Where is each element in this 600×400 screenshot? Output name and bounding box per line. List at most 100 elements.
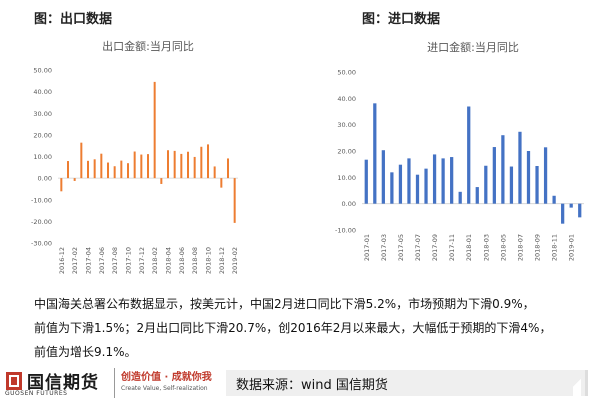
bar-2018-09 [200,146,203,179]
bar-2018-02 [475,187,479,204]
x-tick-label: 2016-12 [58,247,66,274]
bar-2018-07 [518,131,522,204]
x-tick-label: 2018-07 [516,234,524,261]
bar-2017-01 [67,161,69,179]
bar-2016-12 [60,178,63,192]
x-tick-label: 2018-10 [205,247,213,274]
y-tick-label: -10.00 [335,227,356,235]
bar-2018-04 [492,147,496,204]
x-tick-label: 2018-04 [165,247,173,274]
x-tick-label: 2017-02 [71,247,79,274]
commentary-line-2: 前值为下滑1.5%；2月出口同比下滑20.7%，创2016年2月以来最大，大幅低… [34,321,552,335]
x-tick-label: 2018-11 [551,234,559,261]
bar-2017-08 [113,166,116,179]
bar-2017-07 [415,174,420,204]
y-tick-label: 40.00 [337,95,356,103]
x-tick-label: 2018-08 [191,247,199,274]
y-tick-label: 20.00 [33,131,52,139]
slogan: 创造价值 · 成就你我 Create Value, Self-realizati… [114,368,224,398]
x-tick-label: 2018-05 [499,234,507,261]
y-tick-label: 50.00 [33,67,52,75]
x-tick-label: 2017-10 [125,247,133,274]
bar-2018-03 [484,165,488,204]
y-tick-label: -20.00 [31,218,52,226]
bar-2017-12 [140,154,143,179]
bar-2018-05 [173,150,176,179]
bar-2018-03 [160,178,163,184]
slogan-chinese: 创造价值 · 成就你我 [121,372,212,383]
x-tick-label: 2018-03 [482,234,490,261]
bar-2017-10 [441,158,445,204]
slogan-english: Create Value, Self-realization [121,385,208,392]
bar-2017-05 [398,164,403,204]
bar-2018-11 [213,166,216,179]
bar-2017-03 [80,142,83,179]
y-tick-label: 0.00 [342,200,356,208]
chart-title: 出口金额:当月同比 [102,39,194,53]
bar-2017-09 [432,154,437,204]
y-tick-label: 10.00 [337,174,356,182]
data-source-bar: 数据来源：wind 国信期货 [226,370,588,396]
y-tick-label: 50.00 [337,69,356,77]
x-tick-label: 2019-02 [231,247,239,274]
bar-2018-12 [220,178,223,188]
bar-2018-07 [187,151,189,179]
import-panel-title: 图：进口数据 [362,12,441,27]
footer: 国信期货 GUOSEN FUTURES 创造价值 · 成就你我 Create V… [0,366,600,400]
bar-2018-12 [561,203,565,224]
bar-2018-11 [552,195,556,204]
bar-2017-11 [450,157,454,204]
logo-mark-icon [6,372,22,390]
bar-2017-10 [127,163,129,179]
bar-2018-06 [509,166,514,204]
y-tick-label: 30.00 [337,121,356,129]
x-tick-label: 2017-06 [98,247,106,274]
export-yoy-chart: 出口金额:当月同比 50.00 40.00 30.00 20.00 10.00 0.00 -1… [31,39,239,274]
bar-2017-11 [133,151,136,179]
logo-chinese-name: 国信期货 [27,373,99,393]
import-yoy-chart: 进口金额:当月同比 50.00 40.00 30.00 20.00 10.00 0.00 -1… [335,40,584,261]
bar-2017-08 [424,168,428,204]
y-tick-label: 10.00 [33,153,52,161]
x-tick-label: 2017-08 [111,247,119,274]
x-tick-label: 2018-09 [534,234,542,261]
x-tick-label: 2017-09 [431,234,439,261]
bar-2017-06 [407,158,411,204]
bar-2018-10 [207,144,209,179]
commentary-line-1: 中国海关总署公布数据显示，按美元计，中国2月进口同比下滑5.2%，市场预期为下滑… [34,297,535,311]
bar-2018-10 [543,147,548,204]
x-tick-label: 2017-04 [85,247,93,274]
bar-2017-06 [100,153,103,179]
bar-2018-09 [535,166,539,204]
bar-2018-01 [147,154,149,179]
bar-2018-01 [467,106,471,204]
bar-2018-05 [501,135,505,204]
bar-2019-01 [569,203,573,208]
bar-2018-06 [180,153,183,179]
x-tick-label: 2017-11 [448,234,456,261]
bar-2017-04 [87,160,89,179]
commentary: 中国海关总署公布数据显示，按美元计，中国2月进口同比下滑5.2%，市场预期为下滑… [34,292,582,364]
x-tick-label: 2018-02 [151,247,159,274]
bar-2018-02 [153,81,156,179]
bar-2017-12 [458,191,462,204]
y-tick-label: 0.00 [38,175,52,183]
chart-title: 进口金额:当月同比 [427,40,519,54]
x-tick-label: 2017-01 [363,234,371,261]
bar-2017-09 [120,160,123,179]
bar-2019-01 [227,158,229,179]
data-source-text: 数据来源：wind 国信期货 [236,378,388,393]
bar-2018-08 [193,156,196,179]
company-logo: 国信期货 GUOSEN FUTURES [4,368,110,398]
bar-2017-05 [93,159,96,179]
x-tick-label: 2017-03 [380,234,388,261]
x-tick-label: 2017-07 [414,234,422,261]
y-tick-label: 20.00 [337,148,356,156]
bar-2017-01 [364,159,368,204]
y-tick-label: 30.00 [33,110,52,118]
x-tick-label: 2018-01 [465,234,473,261]
y-tick-label: -10.00 [31,196,52,204]
x-tick-label: 2018-06 [178,247,186,274]
y-tick-label: -30.00 [31,240,52,248]
x-tick-label: 2017-05 [397,234,405,261]
